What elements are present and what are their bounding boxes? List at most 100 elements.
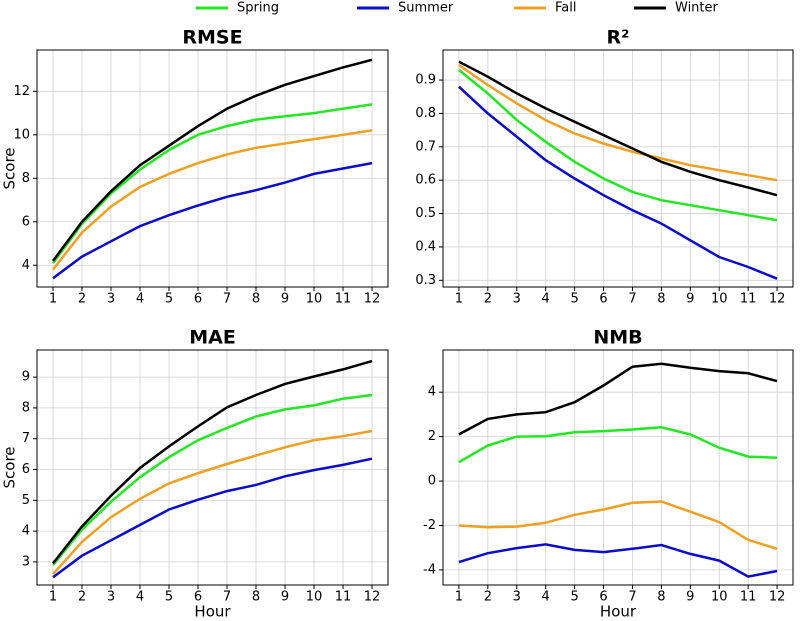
x-tick-label: 4 [542,590,550,605]
data-line [458,543,778,578]
x-tick-label: 5 [165,590,173,605]
x-tick-label: 1 [455,292,463,307]
data-line [52,129,373,271]
y-tick-label: 7 [22,431,30,446]
y-tick-label: -4 [423,562,436,577]
y-tick-label: 0.7 [415,139,436,154]
y-tick-label: 3 [22,554,30,569]
y-tick-label: 4 [22,524,30,539]
x-tick-label: 1 [49,292,57,307]
x-tick-label: 8 [252,292,260,307]
x-tick-label: 3 [513,292,521,307]
x-tick-label: 2 [78,590,86,605]
x-tick-label: 9 [281,292,289,307]
x-tick-label: 3 [107,590,115,605]
x-tick-label: 6 [599,292,607,307]
plot-frame [36,49,389,288]
y-axis-label: Score [1,147,19,189]
x-tick-label: 8 [252,590,260,605]
x-tick-label: 5 [570,292,578,307]
data-line [52,161,373,280]
y-tick-label: 4 [428,385,436,400]
x-tick-label: 8 [657,292,665,307]
legend-label: Spring [237,1,279,16]
data-line [52,359,373,565]
x-tick-label: 12 [769,590,786,605]
plot-frame [36,349,389,586]
data-line [52,429,373,576]
y-tick-label: -2 [423,518,436,533]
x-tick-label: 9 [686,590,694,605]
x-tick-label: 4 [136,292,144,307]
x-tick-label: 5 [165,292,173,307]
x-tick-label: 12 [364,292,381,307]
x-tick-label: 8 [657,590,665,605]
x-tick-label: 6 [194,590,202,605]
x-tick-label: 6 [599,590,607,605]
y-tick-label: 8 [22,171,30,186]
x-tick-label: 7 [628,590,636,605]
x-tick-label: 9 [686,292,694,307]
x-tick-label: 2 [484,292,492,307]
y-tick-label: 0.3 [415,273,436,288]
x-tick-label: 9 [281,590,289,605]
x-tick-label: 11 [740,292,757,307]
x-tick-label: 1 [455,590,463,605]
subplot-title: R² [607,27,630,49]
x-tick-label: 5 [570,590,578,605]
x-axis-label: Hour [600,603,637,621]
x-axis-label: Hour [194,603,231,621]
subplot-title: NMB [593,327,642,349]
y-tick-label: 2 [428,429,436,444]
x-tick-label: 7 [628,292,636,307]
data-line [458,500,778,550]
y-tick-label: 0 [428,474,436,489]
data-line [458,69,778,222]
data-line [458,362,778,436]
subplot-title: MAE [189,327,236,349]
x-tick-label: 4 [542,292,550,307]
x-tick-label: 2 [484,590,492,605]
data-line [458,63,778,182]
plot-frame [442,349,794,586]
y-tick-label: 0.4 [415,239,436,254]
y-tick-label: 0.5 [415,206,436,221]
x-tick-label: 7 [223,590,231,605]
y-axis-label: Score [1,446,19,488]
y-tick-label: 0.9 [415,73,436,88]
x-tick-label: 10 [711,590,728,605]
x-tick-label: 3 [107,292,115,307]
plot-frame [442,49,794,288]
data-line [51,103,373,264]
x-tick-label: 4 [136,590,144,605]
x-tick-label: 11 [740,590,757,605]
x-tick-label: 3 [513,590,521,605]
data-line [458,60,778,197]
x-tick-label: 6 [194,292,202,307]
y-tick-label: 10 [13,127,30,142]
data-line [52,393,373,566]
subplot-title: RMSE [182,27,242,49]
y-tick-label: 8 [22,400,30,415]
x-tick-label: 11 [335,292,352,307]
data-line [458,426,778,464]
x-tick-label: 12 [769,292,786,307]
x-tick-label: 10 [711,292,728,307]
x-tick-label: 10 [306,590,323,605]
y-tick-label: 0.8 [415,106,436,121]
y-tick-label: 9 [22,370,30,385]
x-tick-label: 11 [335,590,352,605]
legend-label: Winter [675,1,719,16]
x-tick-label: 10 [306,292,323,307]
y-tick-label: 6 [22,462,30,477]
y-tick-label: 6 [22,214,30,229]
data-line [458,85,778,280]
x-tick-label: 1 [49,590,57,605]
y-tick-label: 4 [22,258,30,273]
y-tick-label: 5 [22,493,30,508]
y-tick-label: 0.6 [415,173,436,188]
x-tick-label: 2 [78,292,86,307]
y-tick-label: 12 [13,84,30,99]
legend-label: Fall [555,1,576,16]
